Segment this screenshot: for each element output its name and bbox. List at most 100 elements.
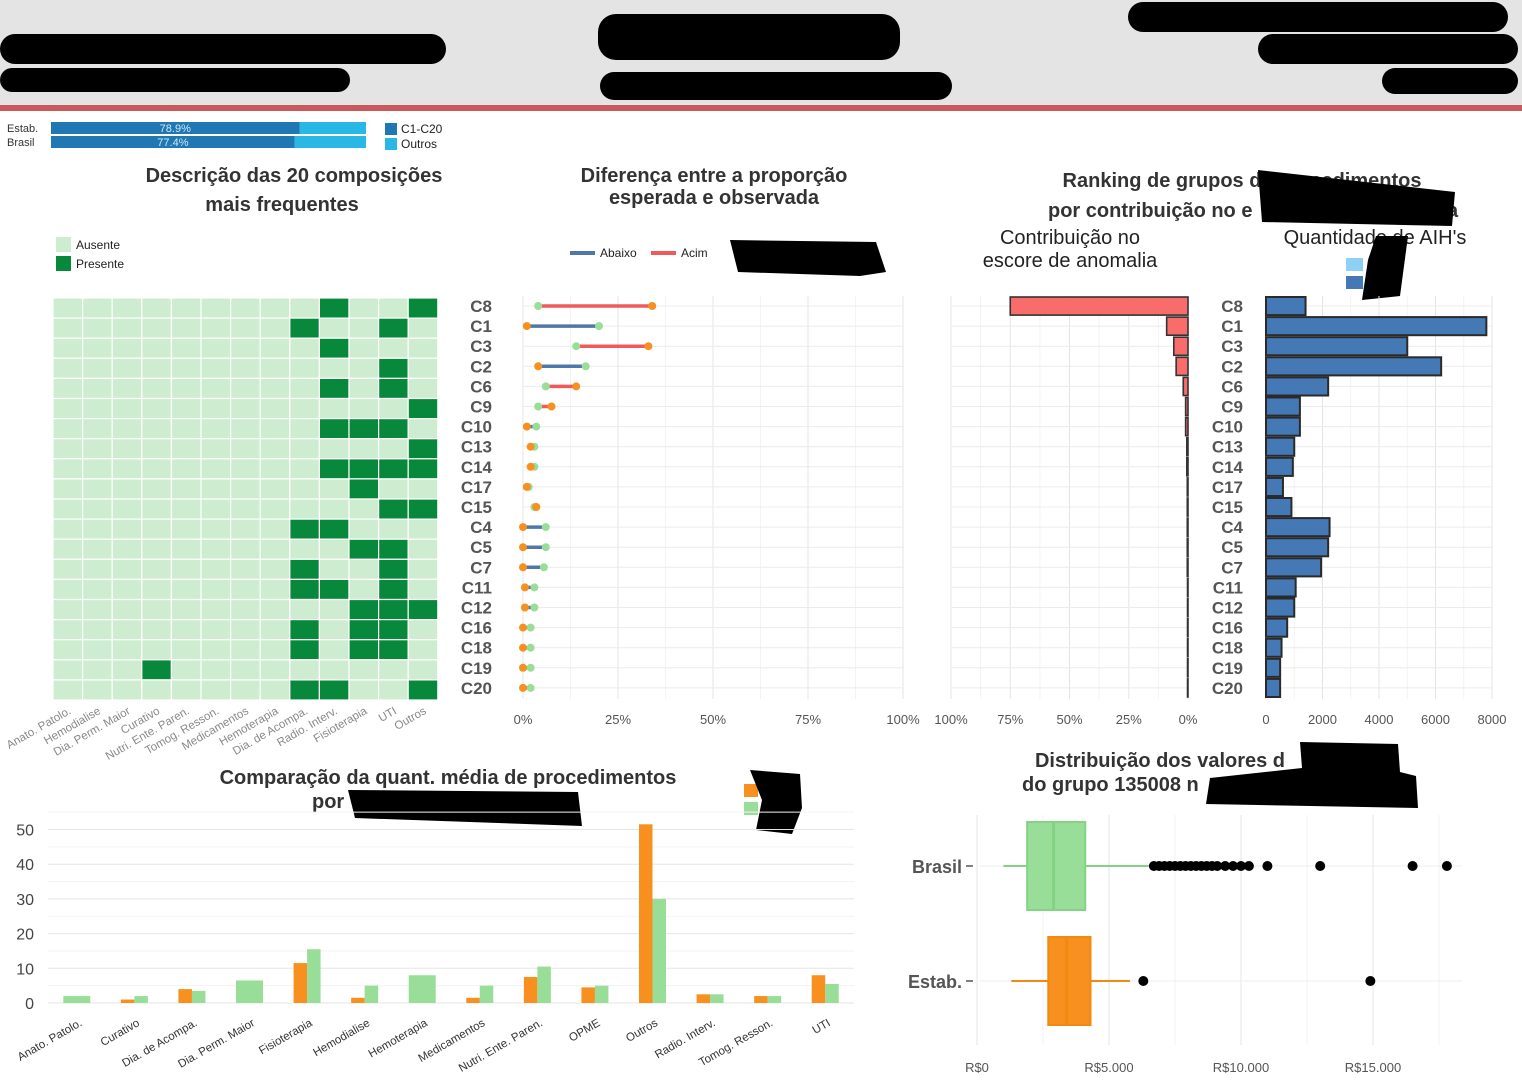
estab-bar	[523, 976, 538, 1003]
aih-bar	[1265, 456, 1294, 477]
heatmap-cell	[378, 639, 409, 661]
heatmap-cell	[407, 478, 439, 500]
heatmap-cell	[111, 397, 143, 420]
share-bar-c1c20	[51, 122, 300, 134]
estab-point	[520, 583, 529, 592]
aih-bar	[1265, 537, 1330, 558]
row-label: C10	[461, 418, 492, 437]
brasil-point	[581, 362, 590, 371]
heatmap-cell	[81, 418, 113, 440]
heatmap-cell	[81, 538, 113, 560]
row-label: C5	[470, 538, 492, 557]
brasil-point	[526, 643, 535, 652]
heatmap-cell	[141, 518, 173, 540]
heatmap-cell	[141, 598, 173, 621]
heatmap-cell	[407, 337, 439, 359]
estab-bar	[120, 999, 135, 1003]
heatmap-cell	[289, 458, 320, 480]
outlier-point	[1212, 861, 1223, 871]
heatmap-cell	[289, 377, 320, 400]
heatmap-cell	[318, 538, 350, 560]
x-tick-label: 25%	[605, 712, 631, 727]
legend-label-abaixo: Abaixo	[600, 246, 637, 260]
heatmap-cell	[289, 659, 320, 681]
brasil-point	[526, 623, 535, 632]
heatmap-cell	[170, 659, 202, 681]
heatmap-cell	[52, 679, 84, 701]
outlier-point	[1315, 861, 1326, 871]
heatmap-cell	[111, 538, 143, 560]
heatmap-cell	[259, 297, 291, 319]
aih-bar	[1265, 436, 1296, 457]
heatmap-cell	[200, 458, 232, 480]
heatmap-cell	[318, 458, 350, 480]
redaction	[730, 240, 886, 276]
row-label: C19	[461, 659, 492, 678]
heatmap-cell	[200, 639, 232, 661]
x-tick-label: R$5.000	[1084, 1060, 1133, 1075]
heatmap-cell	[289, 337, 320, 359]
row-label: C2	[1221, 357, 1243, 376]
heatmap-cell	[200, 578, 232, 601]
outlier-point	[1228, 861, 1239, 871]
y-tick-label: 40	[16, 857, 34, 874]
heatmap-cell	[348, 558, 380, 580]
redaction	[600, 72, 952, 100]
estab-point	[519, 683, 527, 692]
aih-bar	[1265, 296, 1307, 317]
row-label: C14	[461, 458, 493, 477]
outlier-point	[1236, 861, 1246, 871]
heatmap-cell	[378, 337, 409, 359]
heatmap-cell	[81, 518, 113, 540]
brasil-bar	[825, 983, 839, 1003]
y-tick-label: 50	[16, 823, 34, 840]
estab-point	[522, 482, 531, 491]
share-bar-outros	[294, 136, 366, 148]
redaction	[0, 68, 350, 92]
x-tick-label: 4000	[1365, 712, 1394, 727]
heatmap-cell	[52, 639, 84, 661]
heatmap-cell	[378, 618, 409, 641]
estab-point	[547, 402, 556, 411]
heatmap-cell	[52, 498, 84, 520]
row-label: C8	[470, 297, 492, 316]
x-tick-label: 6000	[1421, 712, 1450, 727]
row-label: C5	[1221, 538, 1243, 557]
row-label: C6	[470, 377, 492, 396]
row-label: C16	[461, 619, 492, 638]
row-label: C19	[1212, 659, 1243, 678]
heatmap-cell	[111, 498, 143, 520]
heatmap-cell	[81, 558, 113, 580]
heatmap-cell	[259, 679, 291, 701]
heatmap-cell	[200, 397, 232, 420]
heatmap-cell	[111, 679, 143, 701]
estab-point	[522, 422, 531, 431]
heatmap-cell	[407, 679, 439, 701]
estab-point	[572, 382, 581, 391]
heatmap-cell	[52, 337, 84, 359]
heatmap-cell	[111, 578, 143, 601]
heatmap-cell	[52, 397, 84, 420]
heatmap-cell	[348, 679, 380, 701]
y-tick-label: 20	[16, 927, 34, 944]
row-label: C7	[470, 558, 492, 577]
heatmap-cell	[289, 498, 320, 520]
heatmap-cell	[348, 418, 380, 440]
heatmap-cell	[378, 659, 409, 681]
x-tick-label: R$10.000	[1213, 1060, 1269, 1075]
brasil-point	[530, 603, 539, 612]
heatmap-cell	[170, 518, 202, 540]
heatmap-cell	[52, 518, 84, 540]
heatmap-cell	[170, 679, 202, 701]
heatmap-cell	[259, 659, 291, 681]
outlier-point	[1220, 861, 1231, 871]
heatmap-cell	[52, 538, 84, 560]
share-row-label: Estab.	[7, 123, 38, 135]
brasil-bar	[307, 949, 321, 1003]
heatmap-cell	[289, 618, 320, 641]
heatmap-cell	[407, 639, 439, 661]
heatmap-cell	[318, 317, 350, 339]
heatmap-cell	[378, 377, 409, 400]
heatmap-cell	[259, 458, 291, 480]
